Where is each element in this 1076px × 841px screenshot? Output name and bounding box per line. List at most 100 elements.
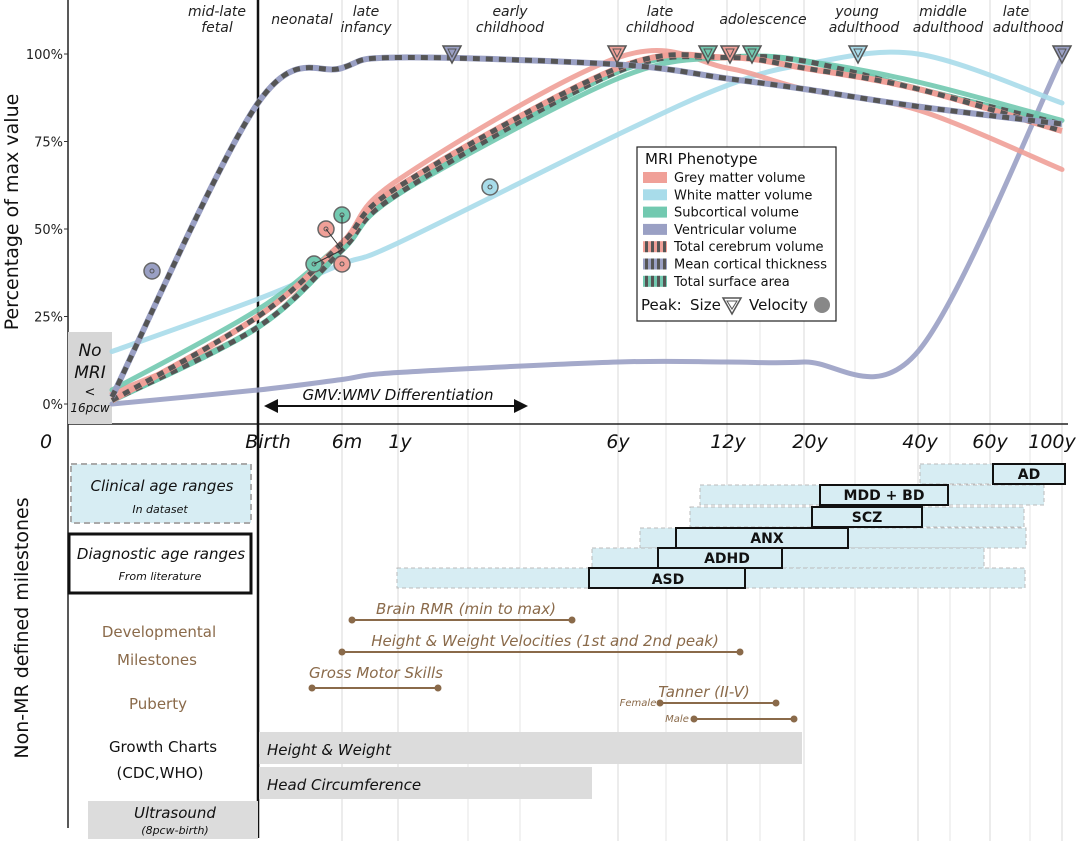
legend-swatch: [643, 189, 667, 201]
legend-swatch-dash: [651, 241, 654, 253]
stage-young-adulthood-1: young: [834, 4, 879, 20]
stage-late-infancy-2: infancy: [340, 20, 392, 36]
developmental-label-2: Milestones: [117, 651, 197, 669]
legend-swatch-dash: [657, 258, 660, 270]
x-tick-label: 20y: [792, 431, 828, 453]
x-ticks: 0 Birth 6m 1y 6y 12y 20y 40y 60y 100y: [40, 431, 1076, 453]
milestone-bars: [308, 616, 798, 723]
y-tick-label: 25%: [34, 311, 63, 326]
legend-label: Subcortical volume: [674, 206, 799, 221]
diagnostic-range-ad: [992, 463, 1066, 485]
growth-label-2: (CDC,WHO): [117, 764, 204, 782]
stage-late-infancy-1: late: [353, 4, 380, 20]
stage-late-adulthood-1: late: [1003, 4, 1030, 20]
peak-velocity-dot: [487, 184, 493, 190]
stage-middle-adulthood-2: adulthood: [913, 20, 984, 36]
legend-size-label: Size: [690, 296, 721, 314]
legend-swatch-dash: [663, 275, 666, 287]
height-weight-bar: [259, 732, 802, 764]
peak-size-inner: [1057, 48, 1067, 59]
gmv-wmv-annotation: GMV:WMV Differentiation: [264, 386, 528, 413]
disorder-asd: ASD: [652, 572, 685, 588]
peak-size-marker: [606, 45, 628, 65]
stage-fetal-1: mid-late: [188, 4, 246, 20]
legend: MRI Phenotype Grey matter volume White ma…: [636, 146, 837, 322]
x-tick-label: 100y: [1028, 431, 1076, 453]
diagnostic-range-scz: [811, 506, 923, 528]
x-tick-label: 6m: [332, 431, 363, 453]
no-mri-line-3: <: [85, 385, 96, 400]
peak-size-marker: [1051, 45, 1073, 65]
stage-late-childhood-2: childhood: [626, 20, 694, 36]
stage-middle-adulthood-1: middle: [919, 4, 967, 20]
disorder-ad: AD: [1018, 467, 1040, 483]
legend-swatch-dash: [663, 258, 666, 270]
ultrasound-label-2: (8pcw-birth): [141, 824, 208, 837]
x-tick-label: 1y: [388, 431, 412, 453]
legend-swatch-dash: [657, 275, 660, 287]
disorder-mdd-bd: MDD + BD: [844, 488, 925, 504]
series-line: [109, 53, 1065, 393]
gmv-wmv-label: GMV:WMV Differentiation: [303, 386, 494, 404]
peak-size-inner: [703, 48, 713, 59]
stage-early-childhood-2: childhood: [476, 20, 544, 36]
legend-swatch-dash: [645, 275, 648, 287]
milestones-axis-label: Non-MR defined milestones: [11, 497, 33, 758]
stage-neonatal: neonatal: [271, 12, 333, 28]
peak-size-inner: [447, 48, 457, 59]
peak-velocity-dot: [323, 226, 329, 232]
peak-size-marker: [741, 45, 763, 65]
peak-size-inner: [725, 48, 735, 59]
series-line: [109, 49, 1065, 354]
life-stage-labels: mid-late fetal neonatal late infancy ear…: [188, 4, 1063, 36]
y-ticks: 0% 25% 50% 75% 100%: [26, 48, 68, 413]
series-line: [109, 54, 1063, 399]
no-mri-line-4: 16pcw: [70, 401, 109, 415]
male-label: Male: [665, 714, 689, 725]
legend-label: Total cerebrum volume: [673, 240, 824, 255]
legend-swatch: [643, 223, 667, 235]
legend-velocity-label: Velocity: [749, 296, 808, 314]
head-circumference-bar: [259, 767, 592, 799]
legend-label: Mean cortical thickness: [674, 258, 827, 273]
velocity-connector: [325, 228, 343, 251]
disorder-adhd: ADHD: [704, 551, 750, 567]
stage-late-adulthood-2: adulthood: [993, 20, 1064, 36]
curves: [109, 45, 1073, 407]
legend-swatch-dash: [645, 241, 648, 253]
diagnostic-box-subtitle: From literature: [119, 570, 202, 583]
legend-swatch: [643, 172, 667, 183]
legend-title: MRI Phenotype: [645, 150, 758, 168]
legend-swatch: [643, 258, 667, 270]
disorder-anx: ANX: [750, 531, 784, 547]
ultrasound-bar: [88, 801, 258, 839]
y-tick-label: 0%: [42, 398, 63, 413]
series-line: [109, 55, 1065, 407]
y-tick-label: 50%: [34, 223, 63, 238]
tanner-label: Tanner (II-V): [658, 683, 750, 701]
ultrasound-label-1: Ultrasound: [134, 804, 216, 822]
legend-peak-label: Peak:: [641, 296, 682, 314]
disorder-scz: SCZ: [852, 510, 883, 526]
diagnostic-range-mdd: [819, 484, 949, 506]
x-tick-label: 12y: [710, 431, 746, 453]
clinical-range-adhd: [591, 547, 985, 569]
stage-adolescence: adolescence: [719, 12, 806, 28]
peak-size-inner: [853, 48, 863, 59]
legend-swatch-dash: [645, 258, 648, 270]
legend-label: Total surface area: [673, 275, 790, 290]
peak-velocity-dot: [339, 261, 345, 267]
height-weight-label: Height & Weight: [267, 741, 392, 759]
diagnostic-box-title: Diagnostic age ranges: [77, 545, 245, 563]
peak-size-marker: [441, 45, 463, 65]
legend-box: [636, 146, 837, 322]
peak-velocity-marker: [143, 262, 161, 280]
clinical-age-box: [70, 463, 252, 524]
legend-items: Grey matter volume White matter volume Sub…: [643, 171, 827, 290]
diagnostic-range-asd: [588, 567, 746, 589]
legend-swatch: [643, 206, 667, 218]
peak-size-inner: [747, 48, 757, 59]
x-tick-label: 40y: [902, 431, 938, 453]
female-label: Female: [620, 698, 657, 709]
